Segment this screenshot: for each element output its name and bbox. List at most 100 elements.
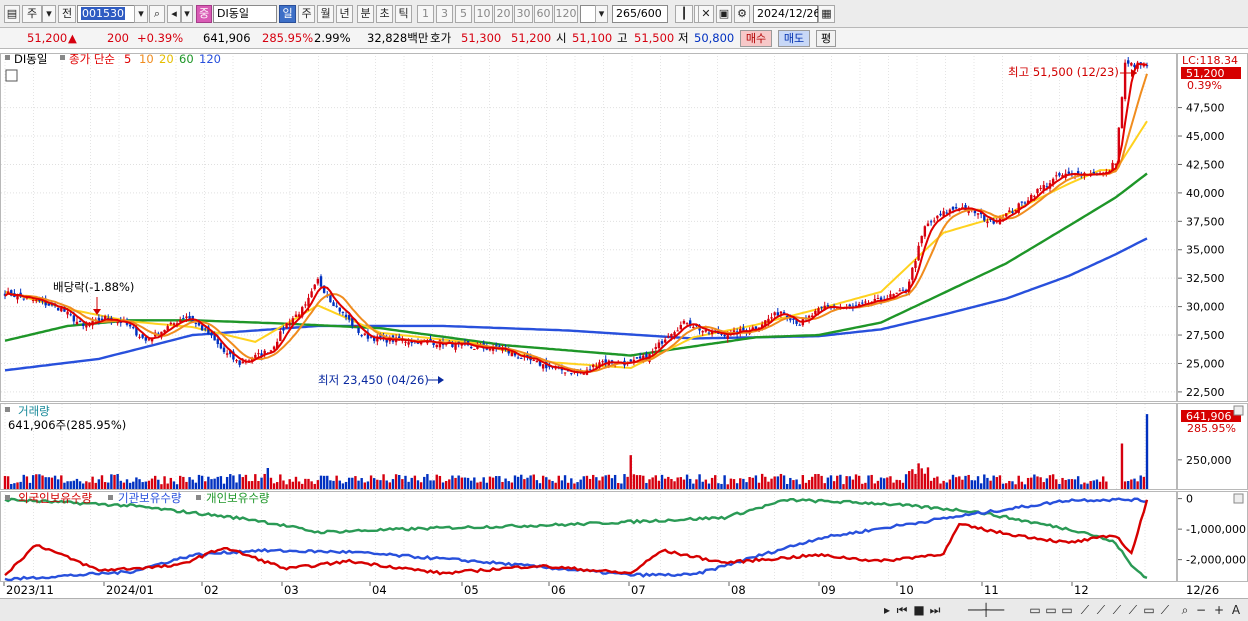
font-size-icon[interactable]: A (1231, 603, 1241, 617)
minute-option-5[interactable]: 5 (455, 5, 472, 23)
draw-trend-icon[interactable]: ⟋ (1096, 603, 1106, 617)
candle-body (238, 360, 241, 365)
volume-bar (742, 478, 745, 489)
count-field[interactable]: 265/600 (612, 5, 668, 23)
window-menu-icon[interactable]: ▤ (4, 5, 20, 23)
table-toggle-icon[interactable] (5, 69, 18, 82)
volume-bar (147, 480, 151, 489)
candle-type-icon[interactable]: ┃ (675, 5, 693, 23)
speaker-icon[interactable]: ◂ (167, 5, 181, 23)
volume-bar (535, 480, 539, 489)
x-tick-label: 11 (984, 583, 999, 597)
eval-button[interactable]: 평 (816, 30, 836, 47)
tab-day[interactable]: 일 (279, 5, 296, 23)
zoom-icon[interactable]: ⌕ (1181, 603, 1189, 617)
volume-bar (1127, 481, 1130, 489)
candle-body (692, 326, 695, 329)
draw-delete-icon[interactable]: ⟋ (1160, 603, 1170, 617)
minute-option-30[interactable]: 30 (514, 5, 533, 23)
layout-3-icon[interactable]: ▭ (1061, 603, 1073, 617)
stock-code-input[interactable]: 001530 (77, 5, 135, 23)
volume-bar (908, 470, 911, 489)
crosshair-icon[interactable]: ✕ (698, 5, 714, 23)
volume-bar (216, 476, 219, 489)
volume-bar (1026, 477, 1030, 489)
stock-chart[interactable]: 22,500 25,000 27,500 30,000 32,500 35,000 37,5… (0, 49, 1248, 598)
tab-week-label: 주 (301, 7, 312, 20)
volume-bar (322, 475, 326, 489)
tab-tick[interactable]: 틱 (395, 5, 412, 23)
volume-bar (448, 479, 451, 489)
zoom-in-icon[interactable]: + (1213, 603, 1225, 617)
tab-year[interactable]: 년 (336, 5, 353, 23)
minute-custom-dropdown-icon[interactable]: ▾ (595, 5, 608, 23)
volume-bar (13, 483, 16, 489)
holdings-tick-label: 0 (1186, 493, 1193, 506)
volume-bar (335, 475, 338, 489)
draw-copy-icon[interactable]: ▭ (1143, 603, 1155, 617)
prev-button[interactable]: 전 (58, 5, 76, 23)
code-dropdown-icon[interactable]: ▾ (134, 5, 148, 23)
volume-bar (451, 475, 454, 489)
candle-body (169, 322, 173, 325)
tab-month[interactable]: 월 (317, 5, 334, 23)
candle-body (1008, 210, 1011, 213)
scroll-right-icon[interactable]: ▸ (883, 603, 891, 617)
sell-button[interactable]: 매도 (778, 30, 810, 47)
candle-body (1067, 171, 1070, 174)
minute-option-10[interactable]: 10 (474, 5, 493, 23)
tab-minute[interactable]: 분 (357, 5, 374, 23)
minute-option-1[interactable]: 1 (417, 5, 434, 23)
search-icon[interactable]: ⌕ (149, 5, 165, 23)
candle-body (773, 312, 776, 316)
calendar-icon[interactable]: ▦ (818, 5, 835, 23)
candle-body (332, 302, 335, 307)
minute-option-120[interactable]: 120 (554, 5, 578, 23)
minute-option-20[interactable]: 20 (494, 5, 513, 23)
candle-body (929, 221, 933, 223)
minute-option-60[interactable]: 60 (534, 5, 553, 23)
volume-bar (635, 475, 639, 489)
legend-individual-marker (196, 495, 201, 500)
period-select[interactable]: 주 (22, 5, 42, 23)
volume-bar (457, 475, 460, 489)
volume-bar (817, 473, 820, 489)
y-tick-label: 32,500 (1186, 272, 1225, 285)
volume-bar (232, 475, 235, 489)
candle-body (376, 336, 379, 342)
candle-body (979, 211, 983, 215)
volume-bar (592, 474, 595, 489)
date-field[interactable]: 2024/12/26 (753, 5, 820, 23)
minute-option-3[interactable]: 3 (436, 5, 453, 23)
candle-body (194, 322, 198, 324)
x-tick-label: 09 (821, 583, 836, 597)
volume-bar (563, 475, 567, 489)
forward-icon[interactable]: ⏭ (929, 603, 941, 617)
candle-body (811, 315, 814, 318)
volume-pane-close-icon[interactable] (1233, 405, 1244, 416)
buy-button[interactable]: 매수 (740, 30, 772, 47)
stock-name-field[interactable]: DI동일 (213, 5, 277, 23)
stop-icon[interactable]: ■ (913, 603, 925, 617)
volume-bar (1030, 477, 1033, 489)
tab-week[interactable]: 주 (298, 5, 315, 23)
zoom-out-icon[interactable]: − (1195, 603, 1207, 617)
save-icon[interactable]: ▣ (716, 5, 732, 23)
period-dropdown-icon[interactable]: ▾ (42, 5, 56, 23)
volume-bar (1005, 483, 1008, 489)
gear-icon[interactable]: ⚙ (734, 5, 750, 23)
speaker-dropdown-icon[interactable]: ▾ (181, 5, 193, 23)
candle-body (135, 327, 138, 336)
holdings-pane-close-icon[interactable] (1233, 493, 1244, 504)
draw-fib-icon[interactable]: ⟋ (1112, 603, 1122, 617)
volume-bar (751, 477, 754, 489)
draw-channel-icon[interactable]: ⟋ (1128, 603, 1138, 617)
tab-second[interactable]: 초 (376, 5, 393, 23)
zoom-slider[interactable]: ──┼── (967, 603, 1005, 617)
volume-bar (782, 475, 786, 489)
layout-2-icon[interactable]: ▭ (1045, 603, 1057, 617)
draw-line-icon[interactable]: ⟋ (1080, 603, 1090, 617)
layout-1-icon[interactable]: ▭ (1029, 603, 1041, 617)
rewind-icon[interactable]: ⏮ (896, 603, 908, 617)
volume-bar (526, 477, 529, 489)
